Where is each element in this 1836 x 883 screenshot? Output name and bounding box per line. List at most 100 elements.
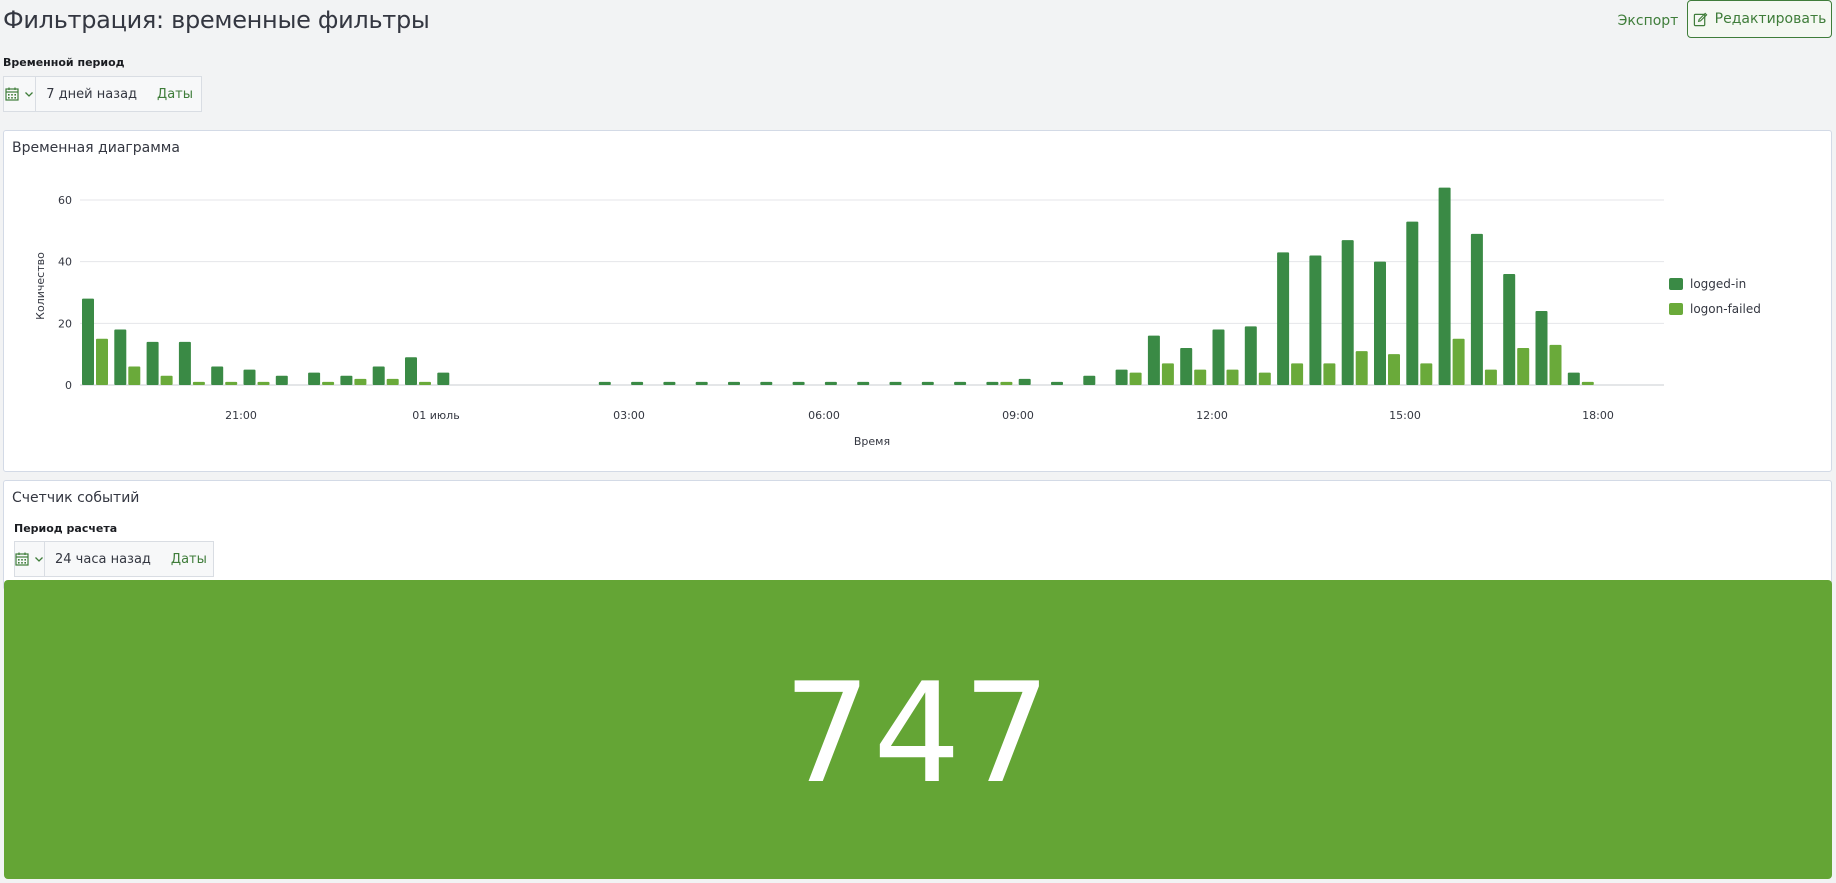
- bar-logon-failed: [192, 381, 205, 385]
- bar-logged-in: [1051, 381, 1063, 385]
- edit-button[interactable]: Редактировать: [1687, 0, 1832, 38]
- legend-label: logon-failed: [1690, 302, 1761, 316]
- bar-logged-in: [1083, 375, 1096, 385]
- timeline-panel: Временная диаграмма 0 20 40 60 21:00 01 июль 0…: [3, 130, 1832, 472]
- bar-logon-failed: [354, 378, 367, 385]
- x-tick-label: 12:00: [1196, 409, 1228, 422]
- bar-logged-in: [1470, 233, 1483, 385]
- bar-logged-in: [598, 381, 611, 385]
- export-button[interactable]: Экспорт: [1588, 9, 1708, 33]
- period-label: Период расчета: [14, 522, 118, 535]
- bar-logon-failed: [386, 378, 399, 385]
- bar-logged-in: [1406, 221, 1419, 385]
- period-value[interactable]: 24 часа назад: [55, 551, 151, 567]
- bar-logged-in: [82, 298, 94, 385]
- x-tick-label: 01 июль: [412, 409, 459, 422]
- time-filter-dates-link[interactable]: Даты: [157, 86, 193, 102]
- bar-logon-failed: [1291, 363, 1304, 385]
- bar-logged-in: [1115, 369, 1128, 385]
- x-tick-label: 21:00: [225, 409, 257, 422]
- bar-logon-failed: [1323, 363, 1336, 385]
- y-tick-label: 60: [58, 194, 72, 207]
- bar-logged-in: [1503, 274, 1516, 385]
- time-filter-label: Временной период: [3, 56, 125, 69]
- legend-label: logged-in: [1690, 277, 1746, 291]
- bar-logon-failed: [96, 338, 108, 385]
- y-tick-label: 20: [58, 317, 72, 330]
- bar-logon-failed: [128, 366, 141, 385]
- bar-logged-in: [1374, 261, 1386, 385]
- calendar-icon: [5, 87, 19, 101]
- x-axis-title: Время: [854, 435, 890, 448]
- period-picker-toggle[interactable]: [15, 542, 45, 576]
- y-axis-title: Количество: [34, 252, 47, 320]
- bar-logged-in: [372, 366, 385, 385]
- period-dates-link[interactable]: Даты: [170, 551, 207, 567]
- bar-logged-in: [211, 366, 224, 385]
- period-date-picker: 24 часа назад Даты: [14, 541, 214, 577]
- edit-button-label: Редактировать: [1714, 11, 1827, 27]
- bar-logged-in: [760, 381, 773, 385]
- bar-logged-in: [1567, 372, 1580, 385]
- bar-logon-failed: [1258, 372, 1271, 385]
- date-picker-toggle[interactable]: [4, 77, 37, 111]
- time-filter-value[interactable]: 7 дней назад: [46, 86, 138, 102]
- bar-logged-in: [889, 381, 902, 385]
- bar-logon-failed: [1000, 381, 1013, 385]
- bar-logged-in: [1147, 335, 1160, 385]
- bar-logged-in: [340, 375, 353, 385]
- bar-logged-in: [921, 381, 934, 385]
- bar-logged-in: [1309, 255, 1322, 385]
- x-tick-label: 06:00: [808, 409, 840, 422]
- x-tick-label: 15:00: [1389, 409, 1421, 422]
- bar-logged-in: [243, 369, 256, 385]
- counter-panel: Счетчик событий: [3, 480, 1832, 590]
- metric-tile: 747: [4, 580, 1832, 879]
- bar-logon-failed: [1226, 369, 1239, 385]
- x-tick-label: 09:00: [1002, 409, 1034, 422]
- x-tick-label: 03:00: [613, 409, 645, 422]
- bar-logged-in: [728, 381, 740, 385]
- timeline-chart: 0 20 40 60 21:00 01 июль 03:00 06:00 09:00 12:00 1…: [34, 187, 1761, 448]
- bar-logon-failed: [1484, 369, 1497, 385]
- bar-logged-in: [1438, 187, 1451, 385]
- bar-logged-in: [1212, 329, 1225, 385]
- legend-swatch: [1669, 303, 1683, 315]
- bar-logon-failed: [1355, 351, 1368, 385]
- bar-logged-in: [114, 329, 127, 385]
- bar-logged-in: [275, 375, 288, 385]
- chevron-down-icon: [25, 92, 34, 97]
- counter-panel-title: Счетчик событий: [12, 490, 140, 506]
- bar-logon-failed: [257, 381, 270, 385]
- bar-logged-in: [437, 372, 450, 385]
- bar-logon-failed: [1452, 338, 1465, 385]
- bar-logged-in: [178, 341, 191, 385]
- bar-logged-in: [405, 357, 417, 385]
- timeline-panel-title: Временная диаграмма: [12, 140, 180, 156]
- bar-logged-in: [954, 381, 967, 385]
- calendar-icon: [15, 552, 29, 566]
- metric-value: 747: [783, 653, 1053, 814]
- bar-logged-in: [857, 381, 870, 385]
- bar-logged-in: [695, 381, 708, 385]
- y-tick-label: 40: [58, 256, 72, 269]
- bar-logon-failed: [322, 381, 335, 385]
- x-tick-label: 18:00: [1582, 409, 1614, 422]
- y-tick-label: 0: [65, 379, 72, 392]
- bar-logon-failed: [1161, 363, 1174, 385]
- bar-logged-in: [1277, 252, 1290, 385]
- bar-logon-failed: [1549, 344, 1562, 385]
- bar-logon-failed: [160, 375, 173, 385]
- bar-logged-in: [1180, 348, 1193, 385]
- bar-logged-in: [1535, 311, 1548, 385]
- bar-logon-failed: [419, 381, 431, 385]
- bar-logged-in: [1341, 240, 1354, 385]
- bar-logon-failed: [1517, 348, 1530, 385]
- bar-logged-in: [1018, 378, 1031, 385]
- bar-logon-failed: [1420, 363, 1433, 385]
- bar-logged-in: [986, 381, 999, 385]
- bar-logged-in: [792, 381, 805, 385]
- legend-swatch: [1669, 278, 1683, 290]
- bar-logged-in: [824, 381, 837, 385]
- bar-logged-in: [308, 372, 321, 385]
